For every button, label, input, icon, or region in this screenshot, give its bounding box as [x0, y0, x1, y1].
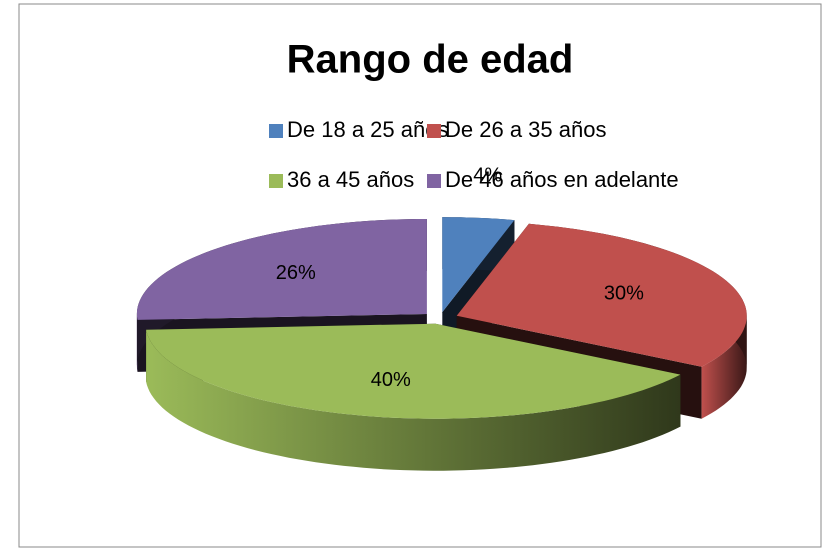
- legend-label: 36 a 45 años: [287, 167, 414, 192]
- data-label: 30%: [604, 282, 644, 304]
- slice-wall: [701, 315, 747, 419]
- legend-swatch: [427, 174, 441, 188]
- slice-wall: [146, 329, 681, 471]
- legend-swatch: [269, 174, 283, 188]
- chart-title: Rango de edad: [287, 38, 574, 82]
- data-label: 4%: [473, 165, 502, 187]
- legend-swatch: [427, 124, 441, 138]
- slice: [136, 219, 427, 320]
- data-label: 40%: [371, 369, 411, 391]
- legend-label: De 18 a 25 años: [287, 117, 448, 142]
- legend-label: De 46 años en adelante: [445, 167, 679, 192]
- slice: [456, 223, 747, 367]
- slice: [442, 217, 515, 313]
- data-label: 26%: [276, 262, 316, 284]
- slice: [146, 323, 681, 419]
- legend-label: De 26 a 35 años: [445, 117, 606, 142]
- legend-swatch: [269, 124, 283, 138]
